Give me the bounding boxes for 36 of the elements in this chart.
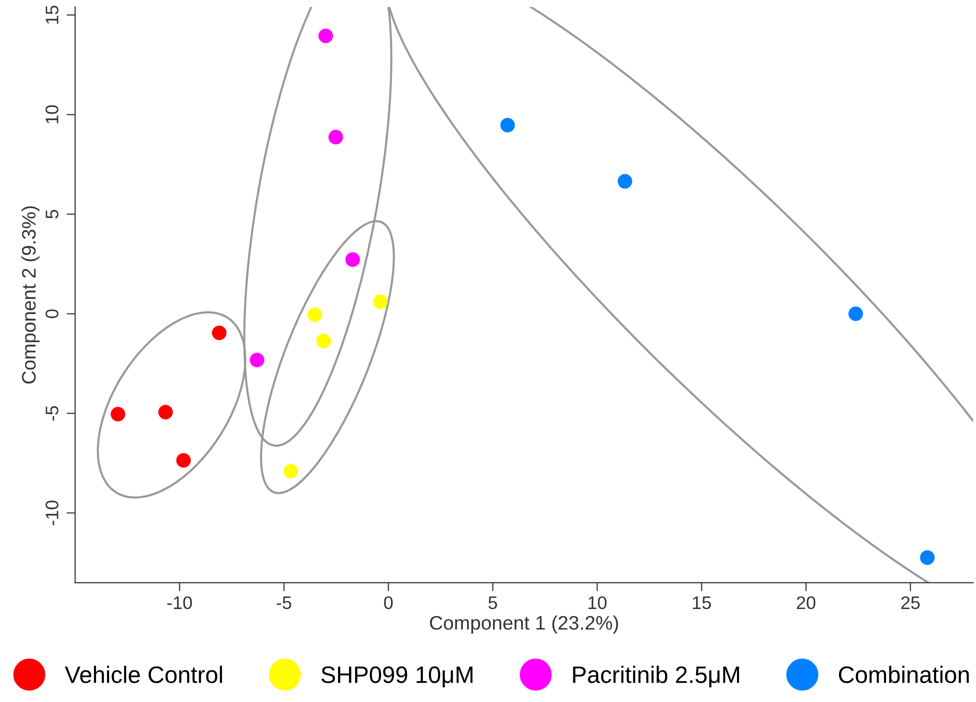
y-tick-label: -10	[46, 500, 58, 526]
x-tick-label: 25	[901, 596, 920, 610]
point	[176, 453, 191, 468]
point	[212, 326, 227, 340]
point	[345, 252, 360, 267]
y-axis-title: Component 2 (9.3%)	[21, 206, 40, 384]
point	[308, 307, 322, 322]
point	[250, 352, 264, 368]
x-tick-label: 15	[692, 596, 711, 610]
point	[848, 306, 863, 322]
point	[500, 118, 515, 132]
point	[110, 406, 126, 422]
y-tick-label: 0	[46, 309, 58, 318]
point	[618, 174, 632, 189]
y-tick-label: -5	[46, 406, 58, 421]
x-tick-label: -10	[167, 596, 192, 610]
y-tick-label: 15	[46, 6, 58, 24]
y-tick-label: 10	[46, 105, 58, 124]
x-axis-title: Component 1 (23.2%)	[430, 615, 618, 634]
legend-label: SHP099 10μM	[321, 666, 472, 688]
legend-label: Pacritinib 2.5μM	[573, 666, 740, 688]
legend-label: Vehicle Control	[64, 666, 222, 684]
legend-label: Combination	[838, 666, 969, 684]
point	[328, 130, 344, 144]
y-tick-label: 5	[46, 210, 58, 218]
point	[920, 550, 935, 565]
x-tick-label: 20	[796, 596, 816, 610]
x-tick-label: 5	[488, 596, 498, 610]
x-tick-label: 10	[588, 596, 607, 610]
point	[318, 28, 334, 44]
x-tick-label: 0	[384, 596, 393, 610]
point	[316, 334, 331, 348]
point	[373, 294, 388, 310]
x-tick-label: -5	[276, 596, 292, 610]
point	[158, 404, 173, 420]
point	[284, 464, 298, 478]
